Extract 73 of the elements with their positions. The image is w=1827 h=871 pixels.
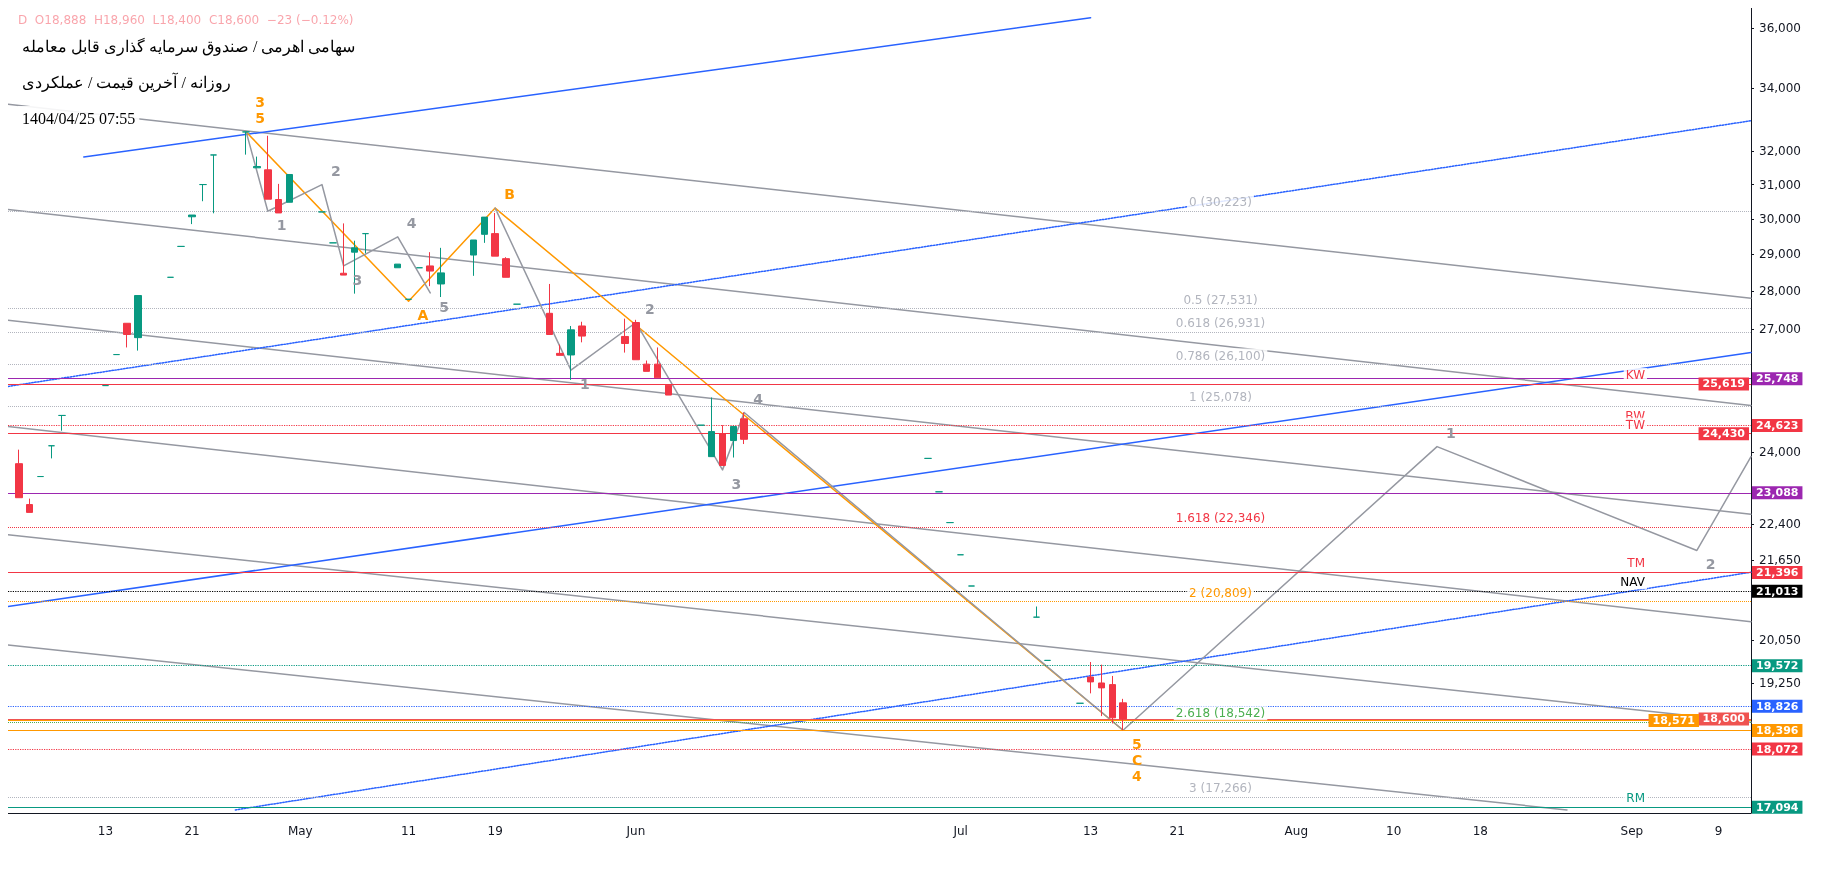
annotation: 5: [255, 109, 265, 126]
annotation: 5: [1132, 736, 1142, 753]
ref-line-label: 23,088: [1756, 486, 1799, 500]
annotation: NAV: [1620, 575, 1646, 590]
annotation: 2: [644, 300, 655, 317]
x-tick-label: Jul: [952, 824, 968, 838]
x-tick-label: 18: [1472, 824, 1488, 838]
annotation: 2.618 (18,542): [1175, 706, 1266, 721]
x-tick-label: 10: [1386, 824, 1402, 838]
x-tick-label: 13: [97, 824, 114, 838]
ref-line-label: 18,600: [1702, 712, 1746, 726]
ref-line-label: 21,013: [1756, 584, 1799, 598]
ref-line-label: 18,396: [1756, 723, 1799, 737]
annotation: 0.618 (26,931): [1175, 315, 1266, 330]
annotation: 3: [731, 475, 742, 492]
y-tick-label: 22,400: [1759, 517, 1801, 532]
x-tick-label: 13: [1082, 824, 1099, 838]
y-tick-label: 28,000: [1759, 284, 1801, 299]
y-tick-label: 27,000: [1759, 322, 1801, 337]
x-tick-label: 21: [184, 824, 200, 838]
annotation: 2: [330, 162, 341, 179]
text: روزانه / آخرین قیمت / عملکردی: [22, 71, 231, 92]
y-tick-label: 32,000: [1759, 144, 1801, 159]
ref-line-label: 19,572: [1756, 659, 1799, 673]
y-tick-label: 21,650: [1759, 553, 1801, 568]
text: سهامی اهرمی / صندوق سرمایه گذاری قابل معامله: [22, 36, 356, 56]
annotation: TM: [1626, 556, 1645, 571]
x-tick-label: 19: [487, 824, 503, 838]
y-tick-label: 30,000: [1759, 211, 1801, 226]
ref-line-label: 24,430: [1702, 427, 1746, 441]
x-tick-label: 9: [1714, 824, 1723, 838]
ref-line-label: 25,748: [1756, 372, 1799, 386]
y-tick-label: 19,250: [1759, 675, 1801, 690]
ref-line-label: 17,094: [1756, 800, 1799, 814]
annotation: 1404/04/25 07:55: [22, 109, 136, 127]
annotation: 0.786 (26,100): [1175, 348, 1266, 363]
annotation: A: [417, 307, 429, 324]
annotation: 4: [753, 390, 764, 407]
ref-line-label: 18,826: [1756, 699, 1799, 713]
y-tick-label: 31,000: [1759, 177, 1801, 192]
annotation: 1 (25,078): [1189, 390, 1252, 405]
annotation: 1.618 (22,346): [1175, 510, 1266, 525]
annotation: 3: [255, 93, 265, 110]
annotation: 5: [439, 298, 449, 315]
ref-line-label: 24,623: [1756, 418, 1799, 432]
annotation: 2: [1705, 556, 1716, 573]
annotation: RM: [1626, 791, 1645, 806]
annotation: 3 (17,266): [1189, 780, 1252, 795]
ref-line-label: 18,571: [1652, 714, 1695, 728]
x-tick-label: May: [287, 824, 313, 838]
y-tick-label: 20,050: [1759, 633, 1801, 648]
annotation: 4: [1132, 768, 1143, 785]
x-tick-label: Sep: [1620, 824, 1644, 838]
annotation: C: [1132, 752, 1143, 769]
y-tick-label: 36,000: [1759, 21, 1801, 36]
ref-line-label: 21,396: [1756, 565, 1799, 579]
y-tick-label: 29,000: [1759, 247, 1801, 262]
annotation: D O18,888 H18,960 L18,400 C18,600 −23 (−0.12%): [18, 13, 354, 27]
annotation: 0 (30,223): [1189, 195, 1252, 210]
x-tick-label: 21: [1169, 824, 1185, 838]
y-tick-label: 24,000: [1759, 445, 1801, 460]
x-tick-label: 11: [400, 824, 417, 838]
annotation: 4: [406, 214, 417, 231]
annotation: KW: [1625, 367, 1646, 382]
annotation: 1: [276, 217, 287, 234]
y-tick-label: 34,000: [1759, 80, 1801, 95]
x-tick-label: Aug: [1284, 824, 1309, 838]
x-tick-label: Jun: [625, 824, 646, 838]
annotation: 2 (20,809): [1189, 585, 1252, 600]
ref-line-label: 18,072: [1756, 742, 1799, 756]
annotation: 0.5 (27,531): [1183, 292, 1258, 307]
ref-line-label: 25,619: [1702, 377, 1745, 391]
annotation: B: [504, 186, 515, 203]
